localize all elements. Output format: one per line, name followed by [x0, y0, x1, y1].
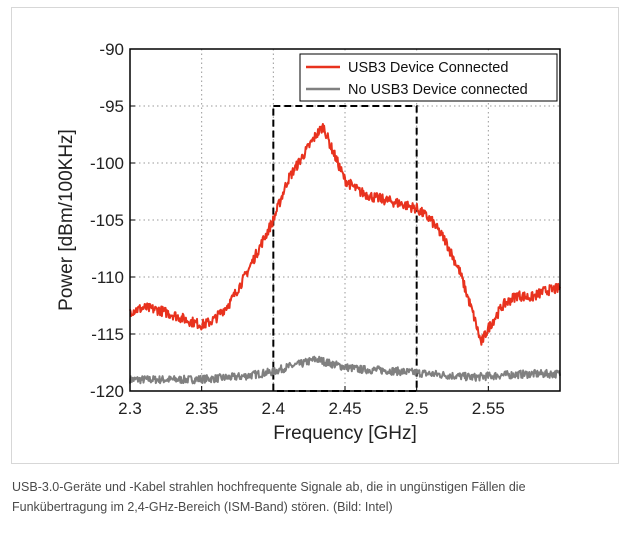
x-tick-label: 2.55	[472, 399, 505, 418]
x-tick-label: 2.5	[405, 399, 429, 418]
series-line-no-usb3	[129, 355, 561, 385]
x-tick-label: 2.3	[118, 399, 142, 418]
power-spectrum-chart: 2.3 2.35 2.4 2.45 2.5 2.55 -90 -95 -100 -105 -110 -…	[56, 40, 561, 444]
legend-box	[299, 53, 558, 102]
x-tick-label: 2.45	[328, 399, 361, 418]
x-axis-label: Frequency [GHz]	[273, 423, 417, 444]
x-tick-label: 2.35	[185, 399, 218, 418]
legend-label-no-usb3: No USB3 Device connected	[348, 82, 528, 98]
y-tick-label: -105	[90, 211, 124, 230]
y-tick-label: -90	[99, 40, 124, 59]
series-line-usb3-connected	[129, 123, 561, 346]
y-tick-label: -95	[99, 97, 124, 116]
series-layer	[129, 123, 561, 385]
y-axis-label: Power [dBm/100KHz]	[56, 129, 77, 311]
legend: USB3 Device Connected No USB3 Device con…	[299, 53, 558, 102]
figure-caption: USB-3.0-Geräte und -Kabel strahlen hochf…	[12, 477, 572, 517]
y-tick-label: -120	[90, 382, 124, 401]
y-tick-label: -110	[91, 268, 124, 287]
caption-line-1: USB-3.0-Geräte und -Kabel strahlen hochf…	[12, 480, 526, 494]
legend-label-usb3-connected: USB3 Device Connected	[348, 60, 508, 76]
y-tick-label: -100	[90, 154, 124, 173]
tick-layer: 2.3 2.35 2.4 2.45 2.5 2.55 -90 -95 -100 -105 -110 -…	[90, 40, 505, 418]
y-tick-label: -115	[91, 325, 124, 344]
caption-line-2: Funkübertragung im 2,4-GHz-Bereich (ISM-…	[12, 500, 393, 514]
x-tick-label: 2.4	[262, 399, 286, 418]
